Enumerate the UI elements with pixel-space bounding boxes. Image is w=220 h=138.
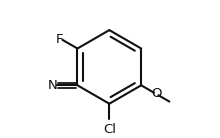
- Text: O: O: [151, 87, 162, 100]
- Text: Cl: Cl: [103, 123, 116, 136]
- Text: F: F: [55, 33, 63, 46]
- Text: N: N: [48, 79, 58, 92]
